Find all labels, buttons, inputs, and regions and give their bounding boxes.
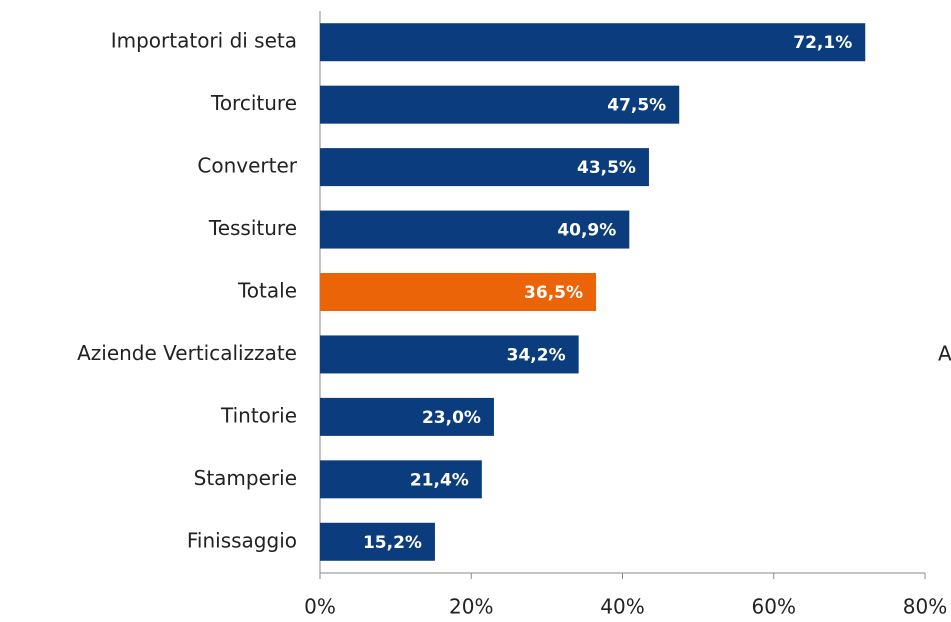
value-label: 72,1%	[793, 33, 852, 53]
y-tick-label: Totale	[237, 279, 297, 303]
y-tick-label: Stamperie	[194, 466, 297, 490]
bar	[320, 210, 630, 249]
y-tick-label: Tintorie	[220, 403, 297, 427]
bar	[320, 335, 579, 374]
annotation: A	[938, 342, 951, 366]
bar	[320, 397, 494, 436]
value-label: 47,5%	[607, 96, 666, 116]
value-label: 34,2%	[507, 345, 566, 365]
value-label: 21,4%	[410, 470, 469, 490]
x-tick-label: 20%	[449, 595, 493, 619]
x-tick-label: 40%	[600, 595, 644, 619]
value-label: 40,9%	[557, 221, 616, 241]
bar	[320, 148, 649, 187]
bar	[320, 23, 866, 62]
y-tick-label: Finissaggio	[187, 528, 297, 552]
y-tick-label: Importatori di seta	[111, 29, 297, 53]
y-tick-label: Aziende Verticalizzate	[77, 341, 297, 365]
y-tick-label: Torciture	[210, 91, 297, 115]
value-label: 43,5%	[577, 158, 636, 178]
y-tick-label: Converter	[197, 154, 297, 178]
x-tick-label: 0%	[304, 595, 336, 619]
value-label: 36,5%	[524, 283, 583, 303]
bar	[320, 522, 435, 561]
x-tick-label: 60%	[752, 595, 796, 619]
value-label: 23,0%	[422, 408, 481, 428]
x-tick-label: 80%	[903, 595, 947, 619]
bar	[320, 460, 482, 499]
bar	[320, 273, 597, 311]
value-label: 15,2%	[363, 533, 422, 553]
y-tick-label: Tessiture	[208, 216, 297, 240]
bar	[320, 85, 680, 124]
